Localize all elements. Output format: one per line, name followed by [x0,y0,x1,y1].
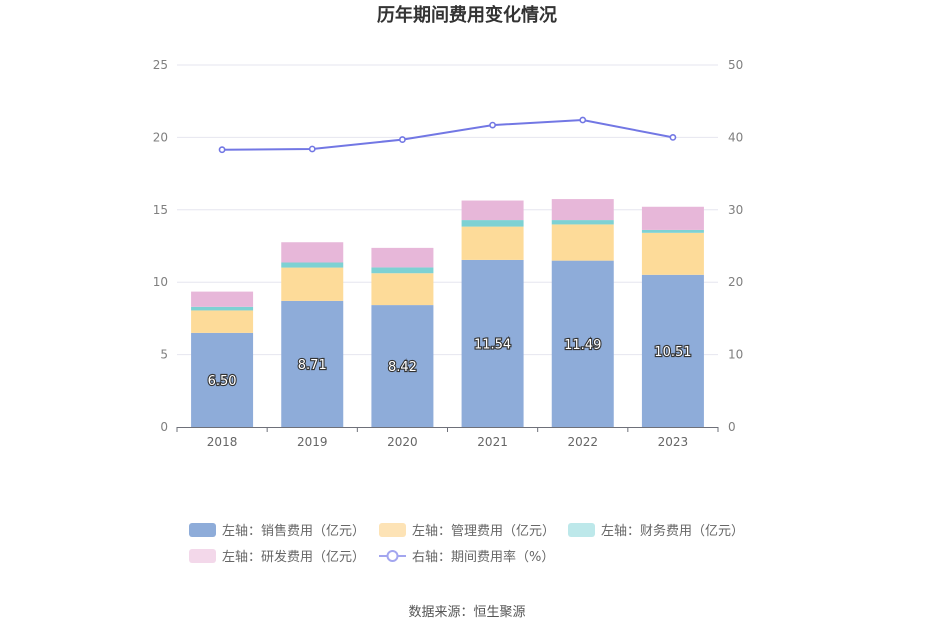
y-right-tick-label: 20 [728,275,743,289]
data-label: 11.49 [564,338,601,353]
legend-label: 左轴：研发费用（亿元） [222,549,365,565]
bar-segment [551,224,614,261]
bar-segment [641,274,704,427]
y-left-tick-label: 25 [153,58,168,72]
y-right-tick-label: 0 [728,420,736,434]
legend-marker-icon [386,550,399,562]
bar-segment [281,300,344,427]
bar-segment [371,273,434,306]
gridlines [177,64,718,356]
legend: 左轴：销售费用（亿元） 左轴：管理费用（亿元） 左轴：财务费用（亿元） 左轴：研发费用… [189,523,744,565]
line-series [218,116,677,154]
x-tick-label: 2023 [658,435,689,449]
legend-item[interactable]: 左轴：管理费用（亿元） [379,523,555,539]
bar-segment [551,260,614,427]
data-label: 10.51 [654,345,691,360]
bar-segment [371,267,434,274]
bar-segment [191,332,254,427]
y-left-tick-label: 10 [153,275,168,289]
legend-swatch [568,523,595,537]
rate-point [489,121,496,129]
data-label: 8.42 [388,360,417,375]
rate-line [222,119,674,151]
y-right-tick-label: 50 [728,58,743,72]
x-tick-label: 2021 [477,435,508,449]
y-right-tick-label: 40 [728,130,743,144]
data-label: 11.54 [474,337,511,352]
legend-item[interactable]: 左轴：财务费用（亿元） [568,523,744,539]
rate-point [308,145,316,153]
legend-label: 左轴：财务费用（亿元） [601,523,744,539]
data-label: 6.50 [208,374,237,389]
source-text: 数据来源：恒生聚源 [408,605,525,620]
bar-segment [191,310,254,333]
bar-segment [461,259,524,427]
bar-segment [641,206,704,230]
bar-segment [461,220,524,227]
bar-segment [281,242,344,263]
legend-item[interactable]: 左轴：销售费用（亿元） [189,523,365,539]
bar-segment [461,200,524,221]
data-label: 8.71 [298,358,327,373]
y-right-tick-label: 10 [728,348,743,362]
bar-segment [191,306,254,311]
bar-segment [641,229,704,233]
legend-item[interactable]: 右轴：期间费用率（%） [379,549,554,565]
legend-swatch [189,523,216,537]
chart-title: 历年期间费用变化情况 [377,4,557,26]
axes: 0 5 10 15 20 25 0 10 20 30 40 50 2018 2019 2020 2021 202… [153,58,744,449]
y-left-tick-label: 5 [160,348,168,362]
x-tick-label: 2022 [567,435,598,449]
legend-label: 右轴：期间费用率（%） [412,549,554,565]
legend-label: 左轴：销售费用（亿元） [222,523,365,539]
legend-label: 左轴：管理费用（亿元） [412,524,555,539]
x-tick-label: 2020 [387,435,418,449]
bar-segment [461,226,524,260]
legend-item[interactable]: 左轴：研发费用（亿元） [189,549,365,565]
rate-point [399,136,406,143]
bar-segment [281,267,344,301]
y-left-tick-label: 0 [160,420,168,434]
y-right-tick-label: 30 [728,203,743,217]
bar-segment [551,220,614,225]
legend-swatch [189,549,216,563]
bar-segment [641,232,704,275]
bar-segment [371,305,434,427]
rate-point [579,116,587,124]
x-tick-label: 2019 [297,435,328,449]
y-left-tick-label: 20 [153,130,168,144]
data-labels: 6.50 8.71 8.42 11.54 11.49 10.51 [207,336,693,390]
rate-point [669,133,677,141]
bar-series [191,199,704,427]
legend-swatch [379,523,406,537]
bar-segment [551,199,614,221]
bar-segment [281,262,344,268]
rate-point [218,146,226,154]
x-tick-label: 2018 [207,435,238,449]
bar-segment [371,247,434,268]
bar-segment [191,291,254,307]
y-left-tick-label: 15 [153,203,168,217]
